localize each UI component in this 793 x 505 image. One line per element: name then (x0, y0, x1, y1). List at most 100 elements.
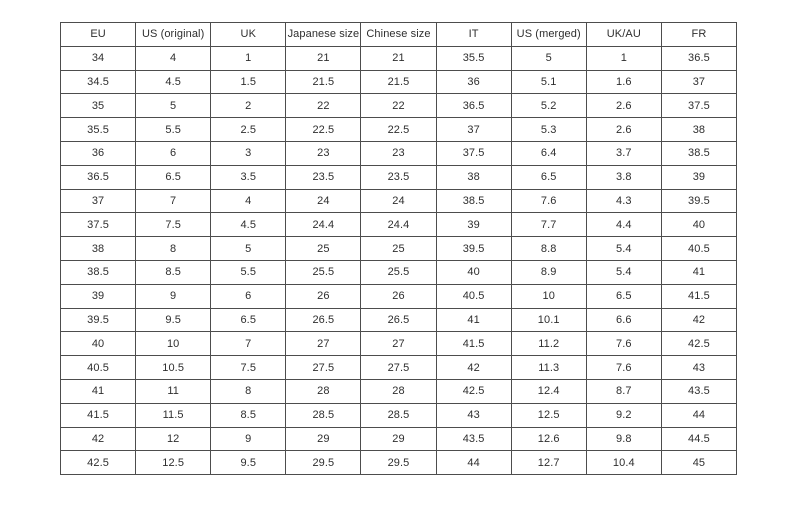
table-row: 41 11 8 28 28 42.5 12.4 8.7 43.5 (59, 378, 738, 404)
table-cell: 25 (360, 236, 437, 261)
table-cell: 21.5 (360, 69, 437, 95)
table-cell: 7.6 (510, 188, 587, 214)
table-cell: 9.2 (585, 402, 662, 428)
table-cell: 9 (210, 426, 287, 452)
table-cell: 7.6 (585, 331, 662, 357)
table-cell: 26.5 (360, 307, 437, 333)
table-row: 41.5 11.5 8.5 28.5 28.5 43 12.5 9.2 44 (59, 402, 738, 428)
table-cell: 1.6 (585, 69, 662, 95)
table-cell: 21 (360, 45, 437, 71)
table-cell: 5.1 (510, 69, 587, 95)
table-cell: 8.5 (135, 259, 212, 285)
table-cell: 41 (660, 259, 738, 285)
table-cell: 5.2 (510, 93, 587, 119)
table-cell: 26 (285, 283, 362, 309)
table-cell: 43 (435, 402, 512, 428)
table-cell: 28.5 (285, 402, 362, 428)
table-cell: 21.5 (285, 69, 362, 95)
header-cell: UK/AU (585, 22, 662, 47)
table-cell: 29 (285, 426, 362, 452)
table-cell: 4.3 (585, 188, 662, 214)
table-cell: 40.5 (435, 283, 512, 309)
table-cell: 34.5 (59, 69, 137, 95)
shoe-size-conversion-table: EU US (original) UK Japanese size Chinese si… (59, 22, 738, 476)
table-cell: 5 (135, 93, 212, 119)
table-cell: 11.2 (510, 331, 587, 357)
table-cell: 11.3 (510, 355, 587, 380)
table-row: 34 4 1 21 21 35.5 5 1 36.5 (59, 45, 738, 71)
table-cell: 23.5 (360, 164, 437, 190)
size-conversion-table-container: EU US (original) UK Japanese size Chinese si… (59, 22, 738, 476)
table-cell: 5.5 (210, 259, 287, 285)
table-cell: 39.5 (435, 236, 512, 261)
table-cell: 40.5 (660, 236, 738, 261)
table-cell: 35.5 (59, 117, 137, 142)
table-cell: 12.7 (510, 450, 587, 476)
table-row: 38 8 5 25 25 39.5 8.8 5.4 40.5 (59, 236, 738, 261)
table-cell: 5.3 (510, 117, 587, 142)
table-cell: 6.5 (210, 307, 287, 333)
table-cell: 24.4 (360, 212, 437, 238)
table-cell: 23 (285, 140, 362, 166)
table-cell: 36 (435, 69, 512, 95)
table-cell: 40 (660, 212, 738, 238)
table-cell: 2 (210, 93, 287, 119)
table-cell: 3.8 (585, 164, 662, 190)
table-body: 34 4 1 21 21 35.5 5 1 36.5 34.5 4.5 1.5 21.5 21.5 36 5.… (59, 45, 738, 476)
table-cell: 10.4 (585, 450, 662, 476)
table-row: 36 6 3 23 23 37.5 6.4 3.7 38.5 (59, 140, 738, 166)
table-cell: 41.5 (59, 402, 137, 428)
table-cell: 41 (435, 307, 512, 333)
table-cell: 10.5 (135, 355, 212, 380)
table-header: EU US (original) UK Japanese size Chinese si… (59, 22, 738, 47)
table-cell: 39 (660, 164, 738, 190)
table-cell: 4.4 (585, 212, 662, 238)
table-cell: 25.5 (285, 259, 362, 285)
table-row: 39.5 9.5 6.5 26.5 26.5 41 10.1 6.6 42 (59, 307, 738, 333)
table-cell: 24 (285, 188, 362, 214)
table-cell: 36 (59, 140, 137, 166)
table-cell: 43.5 (435, 426, 512, 452)
table-cell: 42 (59, 426, 137, 452)
table-cell: 8 (210, 378, 287, 404)
header-cell: UK (210, 22, 287, 47)
table-cell: 35.5 (435, 45, 512, 71)
table-cell: 44.5 (660, 426, 738, 452)
table-cell: 21 (285, 45, 362, 71)
table-cell: 2.5 (210, 117, 287, 142)
table-cell: 2.6 (585, 93, 662, 119)
table-cell: 23 (360, 140, 437, 166)
table-cell: 22.5 (360, 117, 437, 142)
table-row: 42 12 9 29 29 43.5 12.6 9.8 44.5 (59, 426, 738, 452)
table-cell: 38.5 (660, 140, 738, 166)
table-row: 37 7 4 24 24 38.5 7.6 4.3 39.5 (59, 188, 738, 214)
table-cell: 23.5 (285, 164, 362, 190)
table-cell: 7.6 (585, 355, 662, 380)
table-cell: 12.6 (510, 426, 587, 452)
table-cell: 42.5 (435, 378, 512, 404)
table-cell: 38.5 (59, 259, 137, 285)
table-cell: 38.5 (435, 188, 512, 214)
table-row: 34.5 4.5 1.5 21.5 21.5 36 5.1 1.6 37 (59, 69, 738, 95)
table-row: 35.5 5.5 2.5 22.5 22.5 37 5.3 2.6 38 (59, 117, 738, 142)
table-cell: 9.5 (210, 450, 287, 476)
table-cell: 5 (210, 236, 287, 261)
header-cell: US (merged) (510, 22, 587, 47)
table-cell: 11 (135, 378, 212, 404)
table-cell: 24 (360, 188, 437, 214)
table-cell: 37.5 (435, 140, 512, 166)
header-cell: EU (59, 22, 137, 47)
table-cell: 2.6 (585, 117, 662, 142)
table-cell: 27.5 (360, 355, 437, 380)
table-cell: 7.7 (510, 212, 587, 238)
table-cell: 41.5 (435, 331, 512, 357)
table-row: 38.5 8.5 5.5 25.5 25.5 40 8.9 5.4 41 (59, 259, 738, 285)
table-cell: 43 (660, 355, 738, 380)
header-cell: US (original) (135, 22, 212, 47)
table-cell: 25.5 (360, 259, 437, 285)
table-cell: 37.5 (59, 212, 137, 238)
table-cell: 43.5 (660, 378, 738, 404)
table-cell: 9.8 (585, 426, 662, 452)
table-cell: 6.5 (510, 164, 587, 190)
table-cell: 28 (360, 378, 437, 404)
